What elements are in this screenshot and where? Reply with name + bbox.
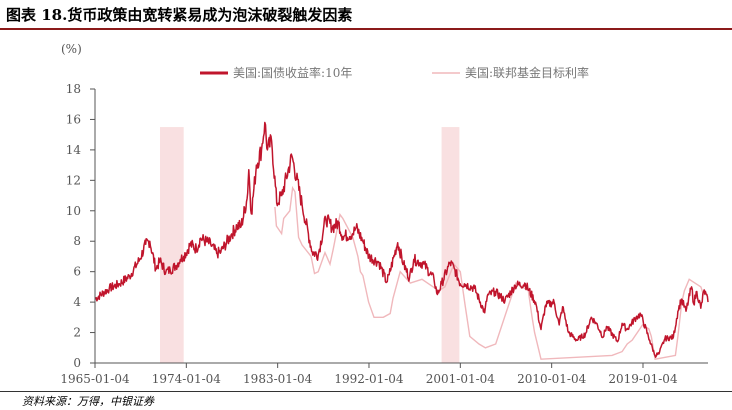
y-axis-label: (%)	[61, 42, 82, 56]
series-line-treasury-10y	[94, 121, 709, 358]
legend: 美国:国债收益率:10年 美国:联邦基金目标利率	[200, 65, 589, 80]
line-chart: 0 2 4 6 8 10 12 14 16 18 (%) 1965-01-04 1974-01-04 19…	[60, 42, 709, 386]
y-tick-label-4: 4	[73, 295, 81, 309]
y-tick-label-10: 10	[66, 204, 81, 218]
y-tick-label-12: 12	[66, 173, 81, 187]
y-tick-label-14: 14	[66, 143, 82, 157]
axes: 0 2 4 6 8 10 12 14 16 18 (%) 1965-01-04 1974-01-04 19…	[60, 42, 708, 386]
x-tick-label-1974-01-04: 1974-01-04	[152, 372, 222, 386]
shaded-period-1	[159, 127, 184, 363]
y-tick-label-18: 18	[66, 82, 81, 96]
series-layer	[94, 121, 709, 361]
y-tick-label-8: 8	[73, 234, 81, 248]
series-line-fed-funds	[274, 185, 708, 361]
y-tick-label-6: 6	[73, 265, 81, 279]
x-tick-label-2019-01-04: 2019-01-04	[608, 372, 678, 386]
shaded-period-2	[441, 127, 460, 363]
footer-divider	[0, 391, 732, 392]
title-divider	[0, 28, 732, 30]
y-tick-label-2: 2	[73, 326, 81, 340]
x-tick-label-1965-01-04: 1965-01-04	[60, 372, 130, 386]
x-tick-label-1992-01-04: 1992-01-04	[334, 372, 404, 386]
source-note: 资料来源：万得，中银证券	[22, 395, 154, 408]
chart-title: 图表 18.货币政策由宽转紧易成为泡沫破裂触发因素	[6, 6, 353, 24]
y-tick-label-16: 16	[66, 112, 81, 126]
y-tick-label-0: 0	[73, 356, 81, 370]
x-tick-label-2001-01-04: 2001-01-04	[426, 372, 496, 386]
legend-label-treasury: 美国:国债收益率:10年	[233, 65, 352, 80]
x-tick-label-2010-01-04: 2010-01-04	[517, 372, 587, 386]
x-tick-label-1983-01-04: 1983-01-04	[243, 372, 313, 386]
legend-label-fed: 美国:联邦基金目标利率	[465, 65, 589, 80]
shaded-periods	[159, 127, 460, 363]
